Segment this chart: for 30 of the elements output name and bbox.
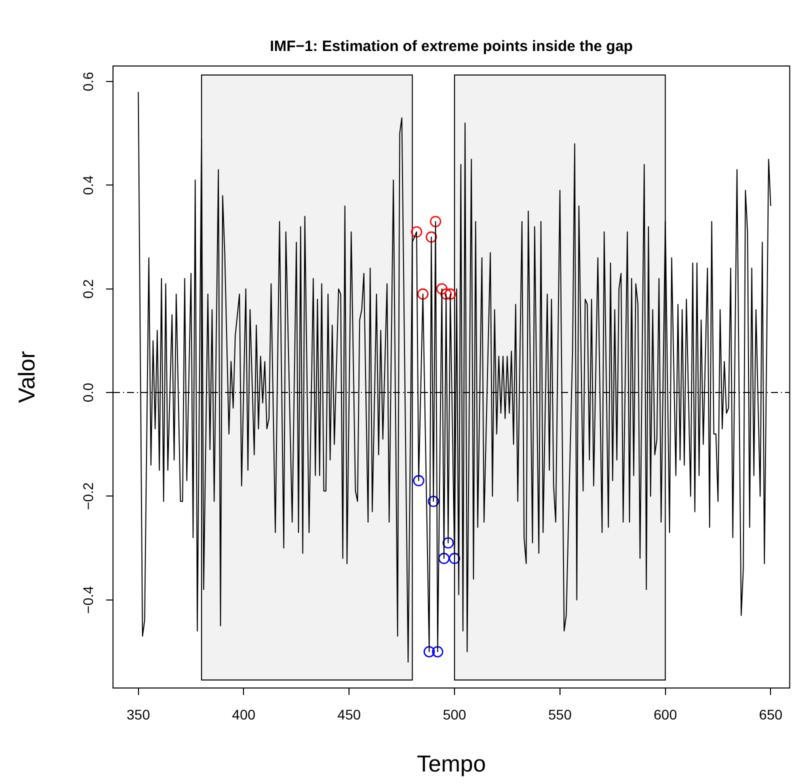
- x-tick-label: 450: [337, 706, 361, 722]
- point: [444, 288, 456, 300]
- x-tick-label: 500: [442, 706, 466, 722]
- y-tick-label: 0.6: [80, 72, 96, 92]
- point: [448, 552, 460, 564]
- x-tick-label: 650: [759, 706, 783, 722]
- point: [438, 552, 450, 564]
- point: [413, 475, 424, 486]
- y-tick-label: 0.0: [80, 382, 96, 402]
- point: [430, 216, 442, 228]
- point: [436, 283, 448, 295]
- x-axis-title: Tempo: [416, 750, 486, 776]
- chart-title: IMF−1: Estimation of extreme points inside the gap: [270, 38, 633, 56]
- point: [426, 231, 437, 243]
- point: [440, 288, 452, 300]
- point: [432, 646, 444, 658]
- y-tick-label: −0.4: [80, 586, 96, 614]
- x-tick-label: 400: [232, 706, 256, 722]
- point: [442, 537, 454, 549]
- point: [417, 288, 429, 300]
- x-tick-label: 600: [654, 706, 678, 722]
- point: [410, 226, 422, 238]
- y-tick-label: 0.4: [80, 175, 96, 195]
- y-tick-label: −0.2: [80, 482, 96, 510]
- x-tick-label: 350: [126, 706, 150, 722]
- y-axis-title: Valor: [13, 350, 40, 403]
- x-tick-label: 550: [548, 706, 572, 722]
- point: [424, 646, 435, 658]
- point: [428, 496, 440, 508]
- y-tick-label: 0.2: [80, 278, 96, 299]
